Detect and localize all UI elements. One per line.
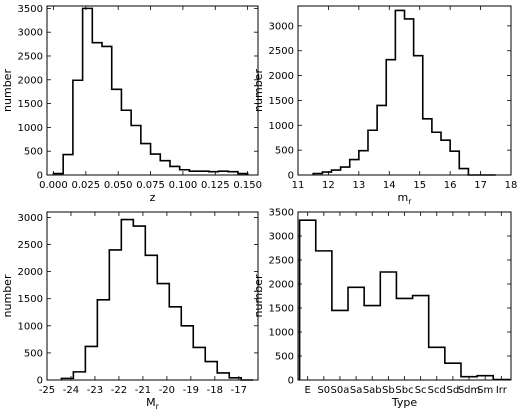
- x-tick-label: -21: [135, 385, 151, 396]
- x-tick-label: -22: [111, 385, 127, 396]
- x-tick-label: Sab: [363, 385, 382, 396]
- y-tick-label: 2000: [269, 280, 294, 291]
- y-tick-label: 1500: [18, 294, 43, 305]
- y-tick-label: 3500: [18, 4, 43, 15]
- y-tick-label: 0: [288, 376, 294, 387]
- y-tick-label: 500: [275, 146, 294, 157]
- y-tick-label: 500: [24, 147, 43, 158]
- x-tick-label: -17: [231, 385, 247, 396]
- x-tick-label: 0.150: [233, 180, 262, 191]
- x-axis-label: mr: [397, 191, 412, 206]
- x-tick-label: Irr: [496, 385, 508, 396]
- y-tick-label: 2500: [18, 240, 43, 251]
- y-tick-label: 1000: [18, 123, 43, 134]
- x-tick-label: 13: [352, 180, 365, 191]
- y-tick-label: 2500: [269, 256, 294, 267]
- y-tick-label: 1500: [269, 304, 294, 315]
- x-tick-label: -25: [39, 385, 55, 396]
- y-tick-label: 2000: [18, 75, 43, 86]
- x-tick-label: Sdm: [458, 385, 480, 396]
- x-tick-label: Sc: [415, 385, 427, 396]
- y-tick-label: 2000: [18, 267, 43, 278]
- x-tick-label: 12: [322, 180, 335, 191]
- histogram-outline: [312, 9, 496, 176]
- y-tick-label: 500: [24, 348, 43, 359]
- y-axis-label: number: [1, 69, 14, 112]
- plot-frame: [297, 211, 512, 381]
- y-tick-label: 2500: [269, 46, 294, 57]
- x-tick-label: 18: [505, 180, 518, 191]
- x-tick-label: 0.125: [201, 180, 230, 191]
- x-tick-label: 15: [413, 180, 426, 191]
- x-axis-label: Mr: [146, 396, 160, 411]
- y-tick-label: 500: [275, 352, 294, 363]
- y-axis-label: number: [252, 69, 265, 112]
- x-tick-label: -19: [183, 385, 199, 396]
- histogram-outline: [298, 219, 511, 381]
- x-tick-label: 0.050: [104, 180, 133, 191]
- x-tick-label: -24: [63, 385, 79, 396]
- y-tick-label: 3000: [269, 21, 294, 32]
- x-tick-label: Scd: [428, 385, 446, 396]
- x-tick-label: 16: [444, 180, 457, 191]
- x-tick-label: 0.025: [72, 180, 101, 191]
- x-tick-label: S0: [317, 385, 330, 396]
- plot-frame: [297, 5, 512, 176]
- x-tick-label: 0.000: [39, 180, 68, 191]
- x-tick-label: 17: [474, 180, 487, 191]
- x-tick-label: 0.075: [136, 180, 165, 191]
- x-tick-label: Sd: [447, 385, 460, 396]
- x-tick-label: E: [305, 385, 311, 396]
- x-tick-label: Sb: [382, 385, 395, 396]
- y-axis-label: number: [1, 274, 14, 317]
- histogram-outline: [52, 7, 249, 175]
- x-tick-label: Sbc: [395, 385, 413, 396]
- x-tick-label: Sm: [477, 385, 493, 396]
- y-tick-label: 1500: [269, 96, 294, 107]
- y-tick-label: 3000: [18, 28, 43, 39]
- y-tick-label: 3500: [269, 208, 294, 219]
- x-tick-label: -18: [207, 385, 223, 396]
- plot-frame: [46, 211, 259, 381]
- plot-frame: [46, 5, 259, 176]
- x-tick-label: 0.100: [169, 180, 198, 191]
- x-tick-label: -20: [159, 385, 175, 396]
- x-tick-label: S0a: [331, 385, 350, 396]
- y-tick-label: 1000: [18, 321, 43, 332]
- histogram-apparent-magnitude: 0 500 1000 1500 2000 2500 3000 11 12 13 14 15 16 17 18…: [252, 5, 518, 206]
- x-tick-label: 14: [383, 180, 396, 191]
- y-tick-label: 2000: [269, 71, 294, 82]
- x-tick-label: Sa: [350, 385, 362, 396]
- y-tick-label: 0: [37, 171, 43, 182]
- histogram-outline: [60, 218, 254, 381]
- y-tick-label: 1500: [18, 99, 43, 110]
- y-tick-label: 1000: [269, 121, 294, 132]
- y-tick-label: 3000: [18, 213, 43, 224]
- y-tick-label: 2500: [18, 51, 43, 62]
- x-tick-label: 11: [292, 180, 305, 191]
- y-tick-label: 3000: [269, 232, 294, 243]
- x-axis-label: z: [150, 191, 156, 204]
- y-tick-label: 0: [288, 171, 294, 182]
- x-tick-label: -23: [87, 385, 103, 396]
- y-tick-label: 0: [37, 376, 43, 387]
- y-axis-label: number: [252, 274, 265, 317]
- y-tick-label: 1000: [269, 328, 294, 339]
- x-axis-label: Type: [391, 396, 417, 409]
